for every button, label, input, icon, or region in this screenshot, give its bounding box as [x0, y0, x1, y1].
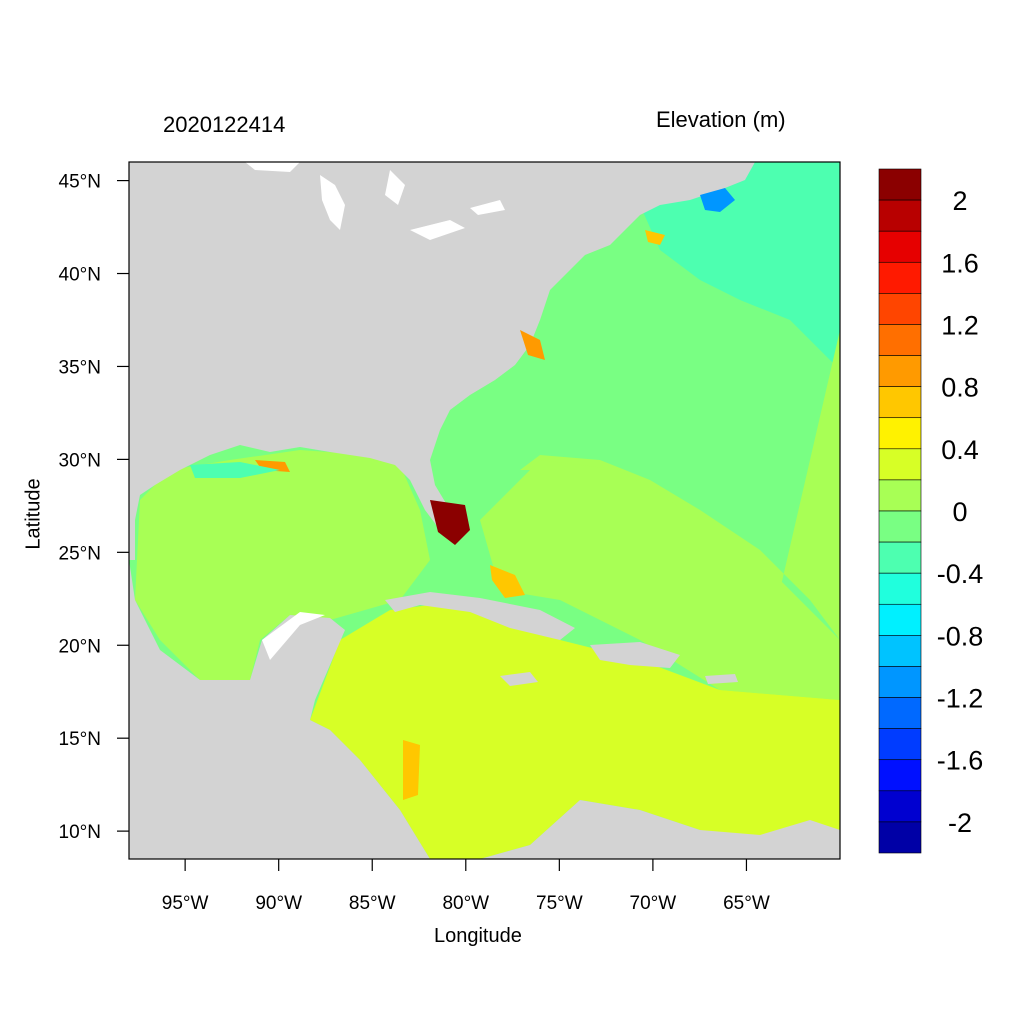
colorbar: 2 1.6 1.2 0.8 0.4 0 -0.4 -0.8 -1.2 -1.6 -2 [878, 168, 984, 854]
lake-erie [410, 220, 465, 240]
land-central-america [129, 560, 430, 859]
x-tick-label: 80°W [442, 893, 489, 914]
land-north-america [129, 162, 755, 560]
land-south-america [480, 800, 840, 859]
caribbean-sea [310, 600, 840, 859]
colorbar-bin [878, 728, 922, 761]
land-jamaica [500, 672, 538, 686]
x-tick-label: 90°W [255, 893, 302, 914]
x-axis-ticks: 95°W 90°W 85°W 80°W 75°W 70°W 65°W [162, 859, 770, 914]
colorbar-bin [878, 448, 922, 481]
ocean-atlantic-warm-band [520, 330, 840, 640]
colorbar-bin [878, 386, 922, 419]
colorbar-label: -0.8 [937, 621, 984, 651]
colorbar-bin [878, 510, 922, 543]
colorbar-bin [878, 603, 922, 636]
colorbar-label: 0.4 [941, 435, 979, 465]
x-tick-label: 70°W [630, 893, 677, 914]
y-tick-label: 10°N [59, 822, 101, 843]
colorbar-bin [878, 293, 922, 325]
gulf-of-mexico [135, 450, 430, 680]
x-tick-label: 95°W [162, 893, 209, 914]
map-plot-area [129, 162, 840, 859]
y-tick-label: 25°N [59, 543, 101, 564]
colorbar-bin [878, 355, 922, 387]
colorbar-label: -1.6 [937, 746, 984, 776]
colorbar-bin [878, 541, 922, 574]
y-tick-label: 30°N [59, 450, 101, 471]
colorbar-label: 2 [952, 186, 967, 216]
x-tick-label: 85°W [349, 893, 396, 914]
lake-ontario [470, 200, 505, 215]
surge-cape-cod [645, 230, 665, 245]
ocean-northeast-cool [600, 162, 840, 370]
low-water-gulf-coast [190, 462, 280, 478]
low-water-gulf-of-maine [700, 188, 735, 212]
surge-nicaragua-coast [403, 740, 420, 800]
colorbar-label: 0.8 [941, 373, 979, 403]
colorbar-bin [878, 821, 922, 854]
colorbar-label: 1.2 [941, 310, 979, 340]
colorbar-label: -2 [948, 808, 972, 838]
plot-frame [128, 161, 841, 860]
lake-michigan [320, 175, 345, 230]
colorbar-label: 1.6 [941, 248, 979, 278]
y-tick-label: 20°N [59, 636, 101, 657]
colorbar-label: -1.2 [937, 684, 984, 714]
land-hispaniola [590, 642, 680, 668]
colorbar-bin [878, 168, 922, 201]
colorbar-bin [878, 199, 922, 232]
yucatan-shelf [262, 612, 325, 660]
y-axis-ticks: 45°N 40°N 35°N 30°N 25°N 20°N 15°N 10°N [59, 172, 129, 843]
land-cuba [385, 592, 575, 640]
x-axis-title: Longitude [434, 925, 522, 947]
colorbar-bin [878, 324, 922, 356]
colorbar-bin [878, 230, 922, 263]
colorbar-label: -0.4 [937, 559, 984, 589]
x-tick-label: 65°W [723, 893, 770, 914]
colorbar-label: 0 [952, 497, 967, 527]
y-tick-label: 45°N [59, 172, 101, 193]
y-tick-label: 15°N [59, 729, 101, 750]
y-tick-label: 40°N [59, 265, 101, 286]
colorbar-bin [878, 697, 922, 729]
surge-bahamas [490, 565, 525, 598]
surge-carolina [520, 330, 545, 360]
y-tick-label: 35°N [59, 357, 101, 378]
colorbar-bin [878, 261, 922, 294]
colorbar-bin [878, 635, 922, 667]
ocean-atlantic-south [480, 460, 840, 700]
lake-huron [385, 170, 405, 205]
x-tick-label: 75°W [536, 893, 583, 914]
colorbar-bin [878, 759, 922, 792]
map-timestamp-title: 2020122414 [163, 112, 286, 137]
colorbar-bin [878, 479, 922, 512]
surge-south-florida [430, 500, 470, 545]
colorbar-bin [878, 417, 922, 450]
colorbar-bin [878, 572, 922, 605]
colorbar-bin [878, 666, 922, 698]
map-variable-title: Elevation (m) [656, 107, 786, 132]
lake-superior [245, 162, 300, 172]
land-puerto-rico [705, 674, 738, 684]
colorbar-bin [878, 790, 922, 823]
